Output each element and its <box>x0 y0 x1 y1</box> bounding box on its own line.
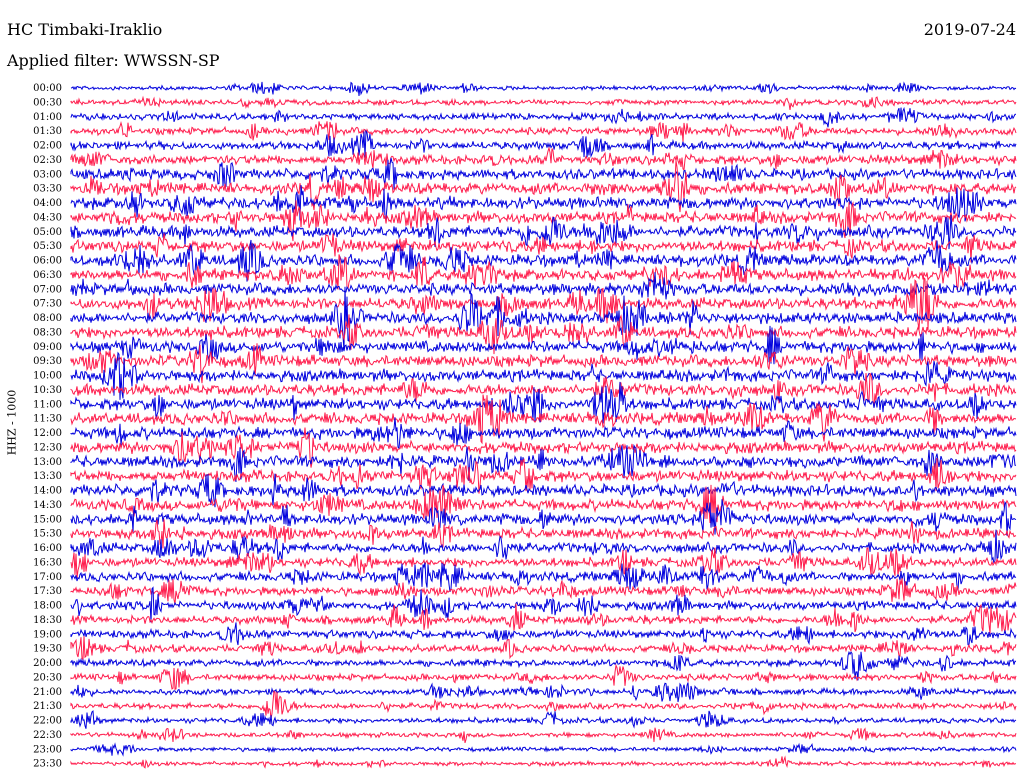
row-time-label: 14:00 <box>33 486 62 497</box>
row-time-label: 02:00 <box>33 141 62 152</box>
row-time-label: 09:00 <box>33 342 62 353</box>
trace-row <box>70 394 1017 445</box>
row-time-label: 19:00 <box>33 629 62 640</box>
row-time-label: 17:00 <box>33 572 62 583</box>
trace-row <box>70 755 1017 769</box>
row-time-label: 12:30 <box>33 442 62 453</box>
row-time-label: 21:00 <box>33 687 62 698</box>
trace-row <box>70 622 1017 647</box>
row-time-label: 10:30 <box>33 385 62 396</box>
row-time-label: 12:00 <box>33 428 62 439</box>
row-time-label: 18:30 <box>33 615 62 626</box>
trace-row <box>70 650 1017 681</box>
row-time-label: 17:30 <box>33 586 62 597</box>
trace-row <box>70 200 1017 242</box>
row-time-label: 04:30 <box>33 212 62 223</box>
trace-row <box>70 314 1017 355</box>
row-time-label: 06:00 <box>33 256 62 267</box>
trace-row <box>70 519 1017 549</box>
trace-row <box>70 239 1017 282</box>
row-time-label: 11:00 <box>33 399 62 410</box>
row-time-label: 03:30 <box>33 184 62 195</box>
trace-row <box>70 458 1017 494</box>
trace-row <box>70 351 1017 400</box>
trace-row <box>70 417 1017 450</box>
row-time-label: 16:00 <box>33 543 62 554</box>
trace-row <box>70 690 1017 719</box>
trace-row <box>70 473 1017 508</box>
row-time-label: 01:30 <box>33 126 62 137</box>
trace-row <box>70 742 1017 757</box>
row-time-label: 00:30 <box>33 97 62 108</box>
filter-label: Applied filter: WWSSN-SP <box>7 51 220 70</box>
trace-row <box>70 547 1017 578</box>
trace-row <box>70 381 1017 424</box>
trace-row <box>70 286 1017 351</box>
trace-row <box>70 727 1017 744</box>
row-time-label: 09:30 <box>33 356 62 367</box>
row-time-label: 06:30 <box>33 270 62 281</box>
row-time-label: 18:00 <box>33 601 62 612</box>
row-time-label: 22:00 <box>33 716 62 727</box>
trace-row <box>70 233 1017 263</box>
trace-row <box>70 603 1017 634</box>
row-time-label: 01:00 <box>33 112 62 123</box>
row-time-label: 02:30 <box>33 155 62 166</box>
row-time-label: 08:30 <box>33 327 62 338</box>
row-time-label: 20:30 <box>33 672 62 683</box>
trace-row <box>70 129 1017 158</box>
row-time-label: 15:30 <box>33 529 62 540</box>
row-time-label: 05:00 <box>33 227 62 238</box>
row-time-label: 03:00 <box>33 169 62 180</box>
row-time-label: 07:00 <box>33 284 62 295</box>
trace-row <box>70 636 1017 661</box>
trace-row <box>70 682 1017 703</box>
trace-row <box>70 586 1017 623</box>
row-time-label: 14:30 <box>33 500 62 511</box>
row-time-label: 20:00 <box>33 658 62 669</box>
trace-row <box>70 499 1017 536</box>
row-time-label: 16:30 <box>33 557 62 568</box>
trace-row <box>70 276 1017 331</box>
row-time-label: 04:00 <box>33 198 62 209</box>
station-title: HC Timbaki-Iraklio <box>7 20 163 39</box>
trace-row <box>70 272 1017 300</box>
trace-row <box>70 185 1017 222</box>
row-time-label: 22:30 <box>33 730 62 741</box>
row-time-label: 15:00 <box>33 514 62 525</box>
trace-row <box>70 157 1017 190</box>
trace-row <box>70 254 1017 291</box>
row-time-label: 13:30 <box>33 471 62 482</box>
row-time-label: 21:30 <box>33 701 62 712</box>
row-time-label: 00:00 <box>33 83 62 94</box>
trace-row <box>70 325 1017 365</box>
trace-row <box>70 121 1017 143</box>
trace-row <box>70 578 1017 605</box>
trace-row <box>70 562 1017 592</box>
trace-row <box>70 529 1017 564</box>
trace-row <box>70 81 1017 96</box>
trace-row <box>70 146 1017 172</box>
row-time-label: 11:30 <box>33 414 62 425</box>
row-time-label: 08:00 <box>33 313 62 324</box>
trace-row <box>70 160 1017 213</box>
row-time-label: 05:30 <box>33 241 62 252</box>
row-time-label: 23:00 <box>33 744 62 755</box>
trace-row <box>70 710 1017 729</box>
row-time-label: 13:00 <box>33 457 62 468</box>
date-label: 2019-07-24 <box>923 20 1016 39</box>
trace-row <box>70 484 1017 524</box>
row-time-label: 10:00 <box>33 371 62 382</box>
trace-row <box>70 663 1017 691</box>
row-time-label: 07:30 <box>33 299 62 310</box>
trace-row <box>70 443 1017 483</box>
trace-row <box>70 106 1017 128</box>
trace-row <box>70 343 1017 384</box>
trace-row <box>70 95 1017 110</box>
trace-row <box>70 372 1017 406</box>
row-time-label: 19:30 <box>33 644 62 655</box>
row-time-label: 23:30 <box>33 759 62 770</box>
